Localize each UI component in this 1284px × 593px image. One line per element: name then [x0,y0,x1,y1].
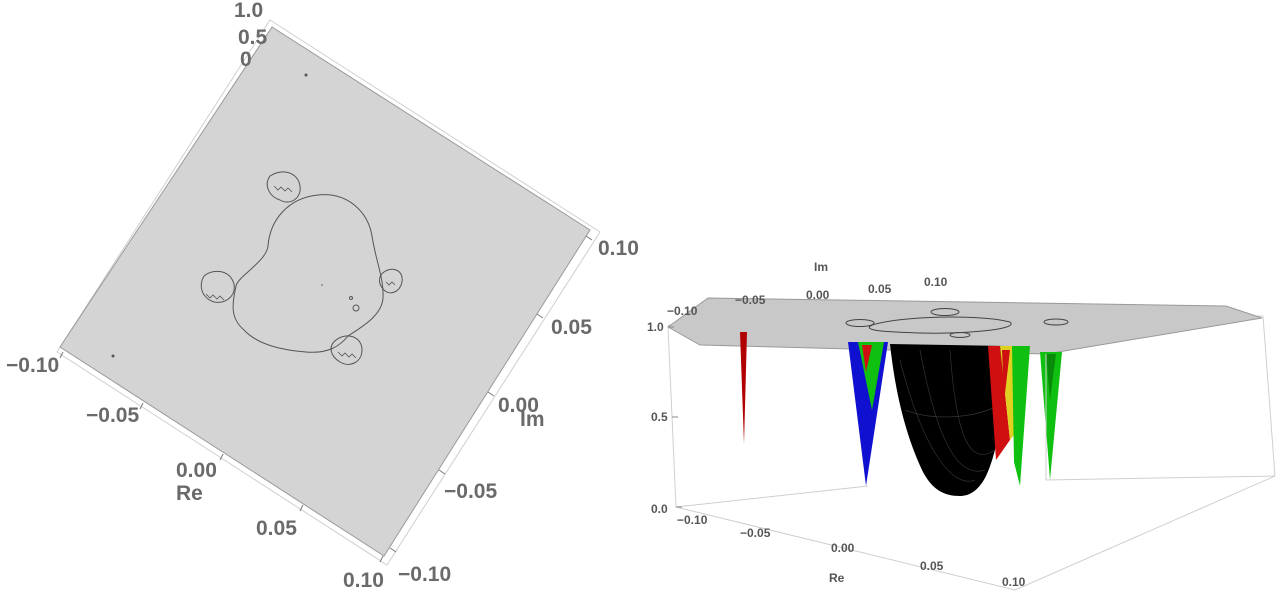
left-im-tick-label: 0.10 [598,237,639,260]
right-basin-mesh [899,349,1001,482]
right-black-basin [890,344,1006,496]
left-im-axis-label: Im [520,408,545,431]
left-im-tick-label: 0.05 [551,316,592,339]
left-re-tick-label: −0.10 [6,354,59,377]
left-re-tick-label: 0.10 [343,569,384,592]
left-im-ticks [389,235,593,553]
right-surface-plot: 1.0 0.5 0.0 −0.10 −0.05 0.00 0.05 0.10 I… [647,260,1276,591]
left-surface-plot: 1.0 0.5 0 0.10 0.05 0.00 −0.05 −0.10 Im … [6,0,639,592]
right-plateau-surface [667,297,1263,355]
left-re-tick-label: 0.00 [176,459,217,482]
left-im-tick-label: −0.05 [444,480,497,503]
left-re-axis-label: Re [176,482,203,505]
right-im-tick-label: −0.05 [735,293,766,307]
left-plateau-surface [59,26,591,557]
left-z-tick-1: 1.0 [234,0,263,22]
left-z-tick-2: 0.5 [238,26,268,49]
left-isolated-points [111,73,323,358]
right-plateau-contours [845,308,1069,338]
right-im-tick-label: 0.00 [806,288,830,302]
left-z-tick-3: 0 [240,48,252,71]
right-im-tick-label: −0.10 [667,304,698,318]
left-satellite-bulbs [200,171,403,365]
left-re-tick-label: −0.05 [86,404,139,427]
right-im-tick-label: 0.10 [924,275,948,289]
right-im-tick-label: 0.05 [868,282,892,296]
right-z-tick-label: 0.5 [651,410,668,424]
right-blue-cone [848,342,888,486]
right-re-axis-label: Re [829,571,845,585]
left-im-tick-label: −0.10 [398,563,451,586]
right-color-wall [988,346,1062,486]
right-red-spike [740,332,747,444]
left-im-tick-label: 0.00 [498,394,539,417]
left-central-contour [232,194,384,353]
right-re-tick-label: 0.00 [831,541,855,555]
right-z-ticks [668,326,682,508]
right-z-tick-label: 0.0 [651,502,668,516]
right-im-axis-label: Im [814,260,828,274]
left-re-tick-label: 0.05 [256,517,297,540]
right-re-tick-label: −0.10 [677,513,708,527]
left-re-ticks [59,351,384,563]
left-bounding-box [56,19,601,566]
right-re-tick-label: −0.05 [740,526,771,540]
right-z-tick-label: 1.0 [647,320,664,334]
right-re-tick-label: 0.05 [920,559,944,573]
right-re-tick-label: 0.10 [1002,575,1026,589]
